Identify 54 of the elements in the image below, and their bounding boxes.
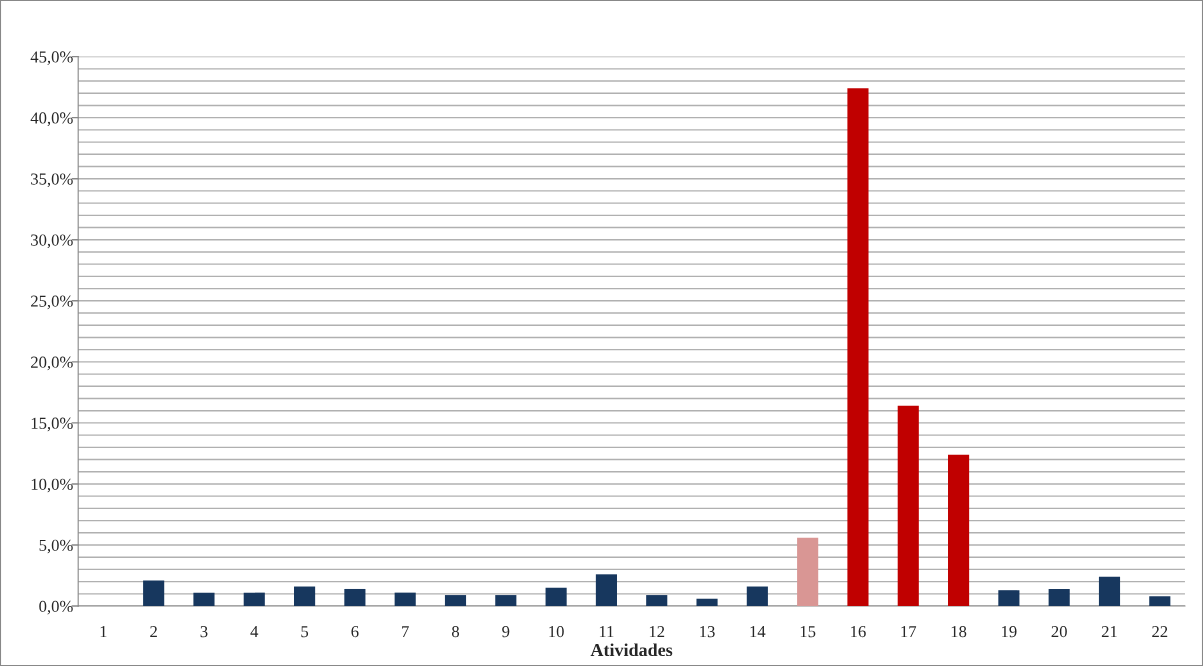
bar bbox=[193, 592, 215, 607]
x-axis-title: Atividades bbox=[590, 643, 673, 657]
y-tick-label: 40,0% bbox=[30, 112, 73, 127]
bar bbox=[143, 580, 165, 607]
x-tick-label: 6 bbox=[351, 626, 359, 638]
bar bbox=[595, 574, 617, 607]
x-tick-label: 10 bbox=[549, 625, 564, 638]
bar bbox=[243, 592, 265, 607]
y-tick-label: 45,0% bbox=[30, 51, 73, 65]
bar bbox=[797, 537, 819, 607]
x-tick-label: 20 bbox=[1051, 625, 1067, 638]
x-tick-label: 2 bbox=[150, 626, 157, 638]
bar bbox=[897, 405, 919, 607]
bar bbox=[495, 595, 517, 607]
bar bbox=[294, 586, 316, 607]
x-tick-label: 17 bbox=[901, 626, 917, 638]
x-tick-label: 9 bbox=[502, 626, 510, 638]
bar bbox=[545, 587, 567, 607]
x-tick-label: 1 bbox=[100, 626, 107, 638]
bar bbox=[696, 598, 718, 607]
y-tick-label: 25,0% bbox=[31, 295, 73, 310]
x-tick-label: 11 bbox=[599, 626, 614, 638]
x-tick-label: 19 bbox=[1002, 626, 1017, 638]
x-tick-label: 18 bbox=[951, 625, 967, 638]
x-tick-label: 15 bbox=[800, 626, 816, 638]
x-tick-label: 8 bbox=[451, 625, 460, 638]
y-tick-label: 10,0% bbox=[31, 478, 73, 493]
x-tick-label: 12 bbox=[649, 626, 665, 638]
x-tick-label: 7 bbox=[402, 626, 409, 638]
x-tick-label: 14 bbox=[750, 626, 766, 638]
x-tick-label: 4 bbox=[250, 626, 259, 638]
y-tick-label: 30,0% bbox=[31, 234, 73, 249]
y-tick-label: 0,0% bbox=[39, 600, 73, 615]
bar bbox=[847, 88, 869, 607]
bar bbox=[444, 595, 467, 607]
x-tick-label: 5 bbox=[301, 626, 309, 638]
bar bbox=[646, 595, 668, 607]
bar bbox=[394, 592, 416, 607]
bar bbox=[746, 586, 768, 607]
x-tick-label: 21 bbox=[1101, 626, 1117, 638]
bar bbox=[998, 590, 1020, 607]
x-tick-label: 16 bbox=[851, 626, 866, 638]
bar bbox=[948, 454, 970, 607]
bar bbox=[344, 588, 366, 607]
bar bbox=[1048, 588, 1070, 607]
y-tick-label: 35,0% bbox=[31, 173, 73, 188]
y-tick-label: 5,0% bbox=[39, 539, 73, 554]
bar bbox=[1149, 596, 1171, 607]
x-tick-label: 3 bbox=[200, 626, 208, 638]
y-tick-label: 15,0% bbox=[31, 417, 73, 432]
y-tick-label: 20,0% bbox=[31, 356, 73, 371]
x-tick-label: 22 bbox=[1152, 626, 1168, 638]
bar bbox=[1098, 576, 1121, 607]
x-tick-label: 13 bbox=[700, 626, 715, 638]
